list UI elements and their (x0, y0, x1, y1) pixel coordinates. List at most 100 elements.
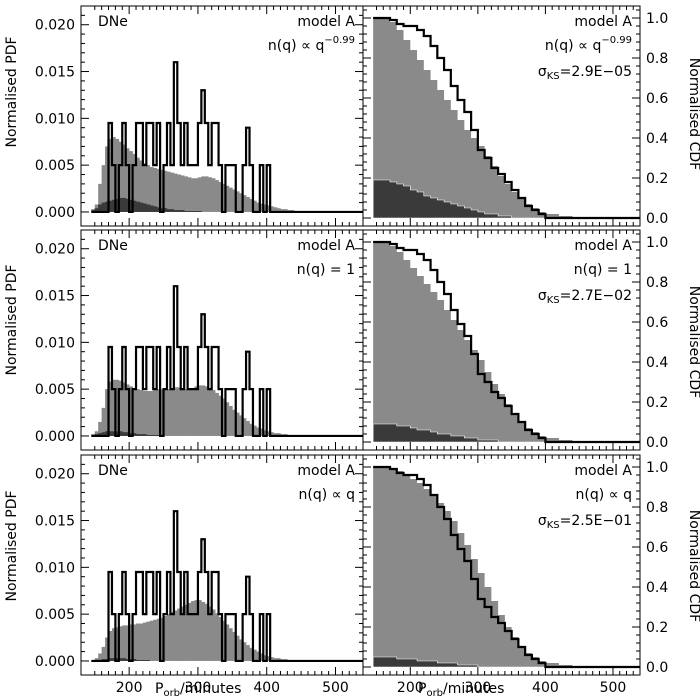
faint-bar (129, 433, 133, 436)
faint-bar (122, 658, 127, 661)
ks-sigma: σ (538, 513, 547, 529)
plot-area-row3-cdf (372, 465, 640, 669)
model-bar (235, 412, 240, 436)
faint-bar (105, 201, 109, 212)
panel-frame (362, 5, 641, 227)
model-bar (149, 167, 154, 212)
model-bar (191, 178, 195, 212)
y-tick-label: 0.020 (35, 467, 75, 483)
model-bar (197, 177, 202, 212)
observed-histogram (91, 285, 363, 438)
nq-base: n(q) ∝ q (268, 38, 324, 54)
nq-label: n(q) = 1 (574, 262, 632, 278)
model-bar (228, 628, 233, 661)
left-ylabel-row2: Normalised PDF (4, 264, 20, 375)
model-bar (283, 209, 288, 212)
model-bar (228, 187, 233, 212)
faint-bar (136, 660, 140, 661)
model-bar (98, 183, 102, 212)
faint-bar (166, 209, 171, 212)
model-bar (180, 606, 185, 661)
y-tick-label: 0.8 (646, 275, 668, 291)
panel-row2-pdf: 0.000 0.005 0.010 0.015 0.020 DNe model A n(q) … (35, 229, 364, 451)
model-bar (263, 430, 268, 436)
faint-bar (115, 658, 120, 661)
model-bar (118, 626, 123, 661)
faint-bar (136, 201, 140, 212)
model-bar (105, 146, 109, 212)
nq-label: n(q) ∝ q (576, 487, 632, 503)
model-bar (232, 189, 237, 212)
faint-bar (101, 432, 106, 436)
y-tick-label: 0.8 (646, 51, 668, 67)
model-bar (187, 389, 192, 436)
faint-bar (111, 431, 116, 436)
faint-bar (115, 198, 120, 212)
model-bar (246, 420, 250, 436)
model-bar (156, 618, 161, 661)
model-bar (101, 165, 106, 212)
observed-cdf (373, 465, 640, 669)
model-bar (225, 624, 230, 661)
model-bar (232, 409, 237, 436)
model-bar (211, 609, 216, 661)
xlabel-left: Porb/minutes (155, 681, 241, 699)
model-bar (208, 388, 212, 436)
model-bar (115, 627, 120, 661)
nq-label: n(q) ∝ q−0.99 (268, 35, 355, 54)
dataset-label: DNe (98, 14, 128, 30)
model-bar (101, 407, 106, 436)
model-bar (177, 387, 182, 436)
faint-bar (111, 199, 116, 212)
y-tick-label: 0.015 (35, 65, 75, 81)
nq-base: n(q) = 1 (297, 262, 355, 278)
model-bar (153, 167, 157, 212)
model-bar (204, 386, 209, 436)
model-bar (142, 391, 147, 436)
model-bar (98, 421, 102, 436)
faint-bar (142, 434, 147, 436)
faint-bar (146, 435, 151, 436)
model-bar (197, 385, 202, 436)
model-bar (273, 658, 278, 661)
y-tick-label: 0.2 (646, 395, 668, 411)
faint-bar (184, 211, 188, 212)
model-bar (156, 389, 161, 436)
ks-value: =2.5E−01 (560, 513, 632, 529)
model-bar (105, 389, 109, 436)
faint-bar (194, 211, 199, 212)
model-bar (180, 175, 185, 212)
model-bar (249, 647, 254, 661)
model-bar (160, 617, 164, 661)
nq-label: n(q) ∝ q (299, 487, 355, 503)
faint-bar (101, 202, 106, 212)
ks-sub: KS (547, 71, 560, 82)
model-label: model A (297, 14, 355, 30)
y-tick-label: 0.0 (646, 660, 668, 676)
ks-sigma: σ (538, 64, 547, 80)
model-bar (225, 402, 230, 436)
model-bar (270, 657, 274, 661)
faint-bar (98, 433, 102, 436)
model-bar (239, 415, 243, 436)
model-bar (132, 388, 137, 436)
faint-bar (153, 435, 157, 436)
dataset-label: DNe (98, 238, 128, 254)
ks-sub: KS (547, 295, 560, 306)
y-tick-label: 0.6 (646, 540, 668, 556)
model-cdf (373, 242, 640, 442)
observed-histogram (91, 510, 363, 663)
model-bar (160, 169, 164, 212)
model-bar (125, 148, 130, 212)
faint-bar (177, 210, 182, 212)
model-bar (118, 141, 123, 212)
model-bar (163, 389, 168, 436)
model-bar (166, 389, 171, 436)
model-bar (277, 208, 281, 212)
observed-histogram (91, 61, 363, 214)
right-ylabel-row1: Normalised CDF (686, 58, 700, 170)
model-bar (173, 387, 178, 436)
model-label: model A (297, 463, 355, 479)
model-bar (129, 151, 133, 212)
y-tick-label: 0.015 (35, 289, 75, 305)
